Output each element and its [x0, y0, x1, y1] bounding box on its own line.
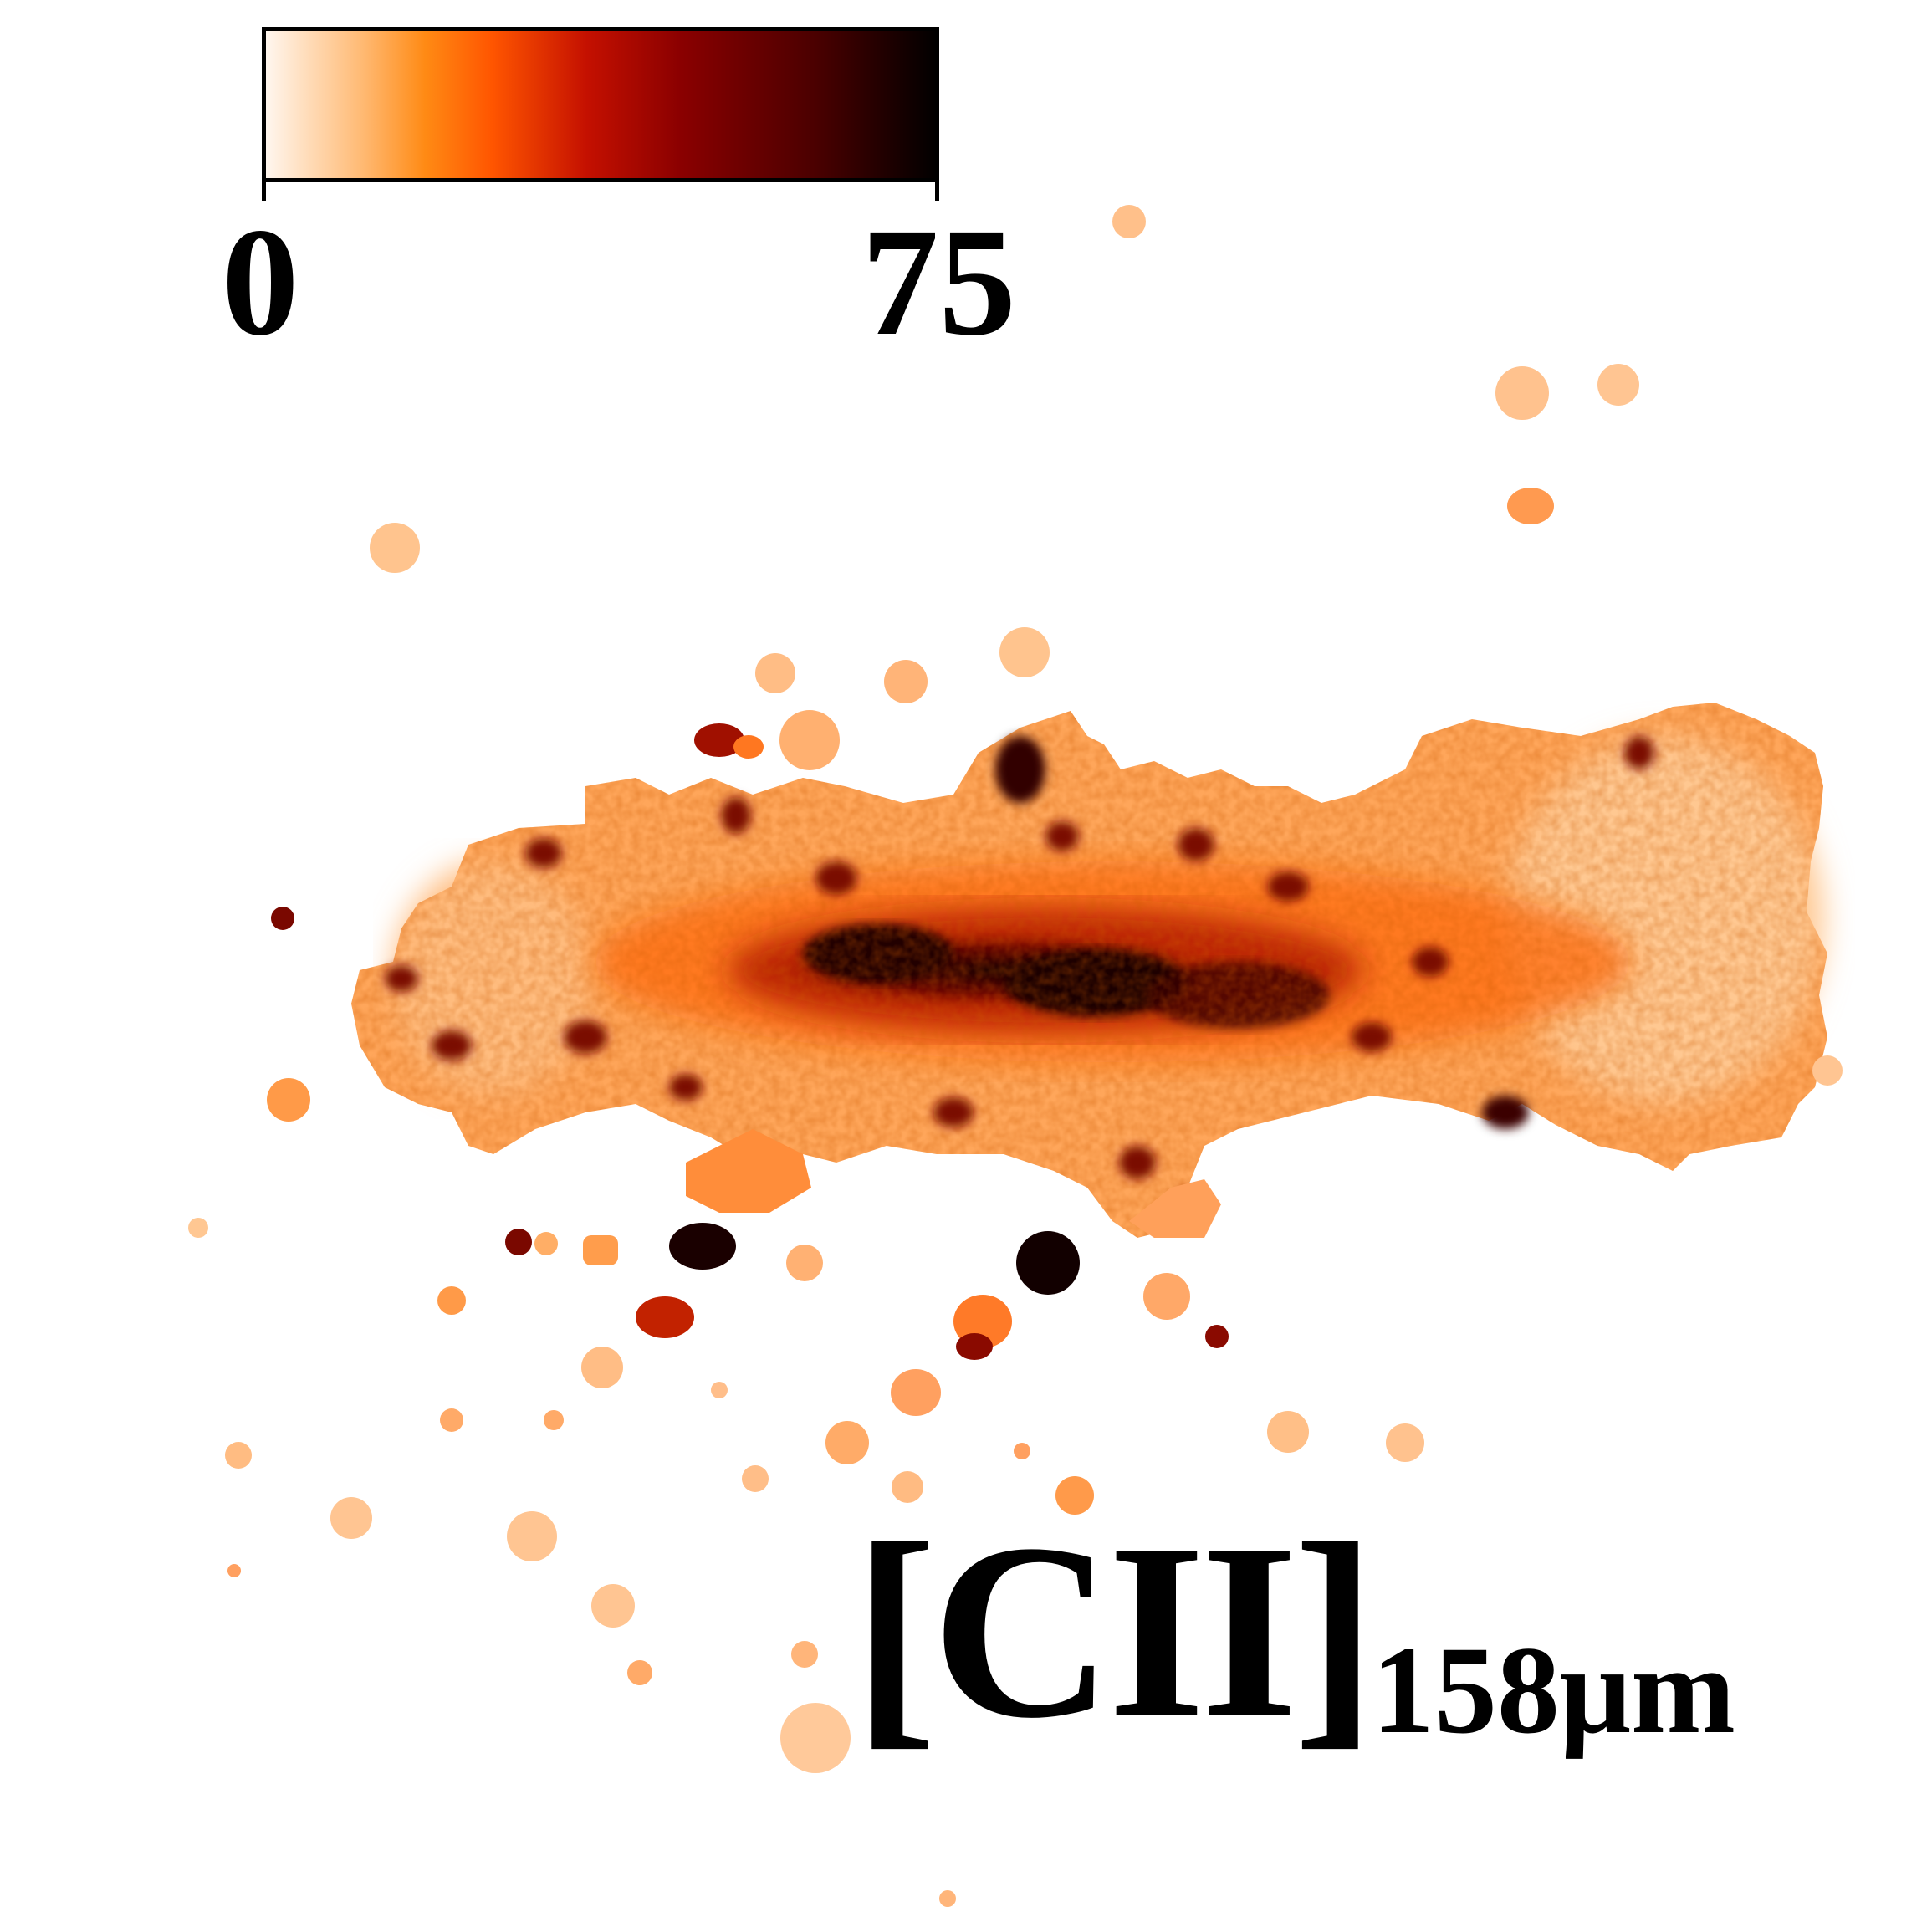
colorbar-tick-max: [935, 182, 939, 201]
colorbar: [262, 27, 939, 182]
colorbar-gradient: [263, 28, 938, 181]
lower-streamer-right: [1129, 1179, 1221, 1238]
galaxy-disk: [351, 703, 1827, 1238]
isolated-clumps: [188, 205, 1843, 1907]
colorbar-max-label: 75: [861, 197, 1016, 368]
species-label: [CII]: [853, 1492, 1377, 1770]
colorbar-tick-min: [262, 182, 266, 201]
wavelength-label: 158μm: [1371, 1621, 1735, 1760]
colorbar-min-label: 0: [222, 197, 299, 368]
emission-line-label: [CII]158μm: [853, 1505, 1735, 1756]
lower-streamer: [686, 1129, 811, 1213]
